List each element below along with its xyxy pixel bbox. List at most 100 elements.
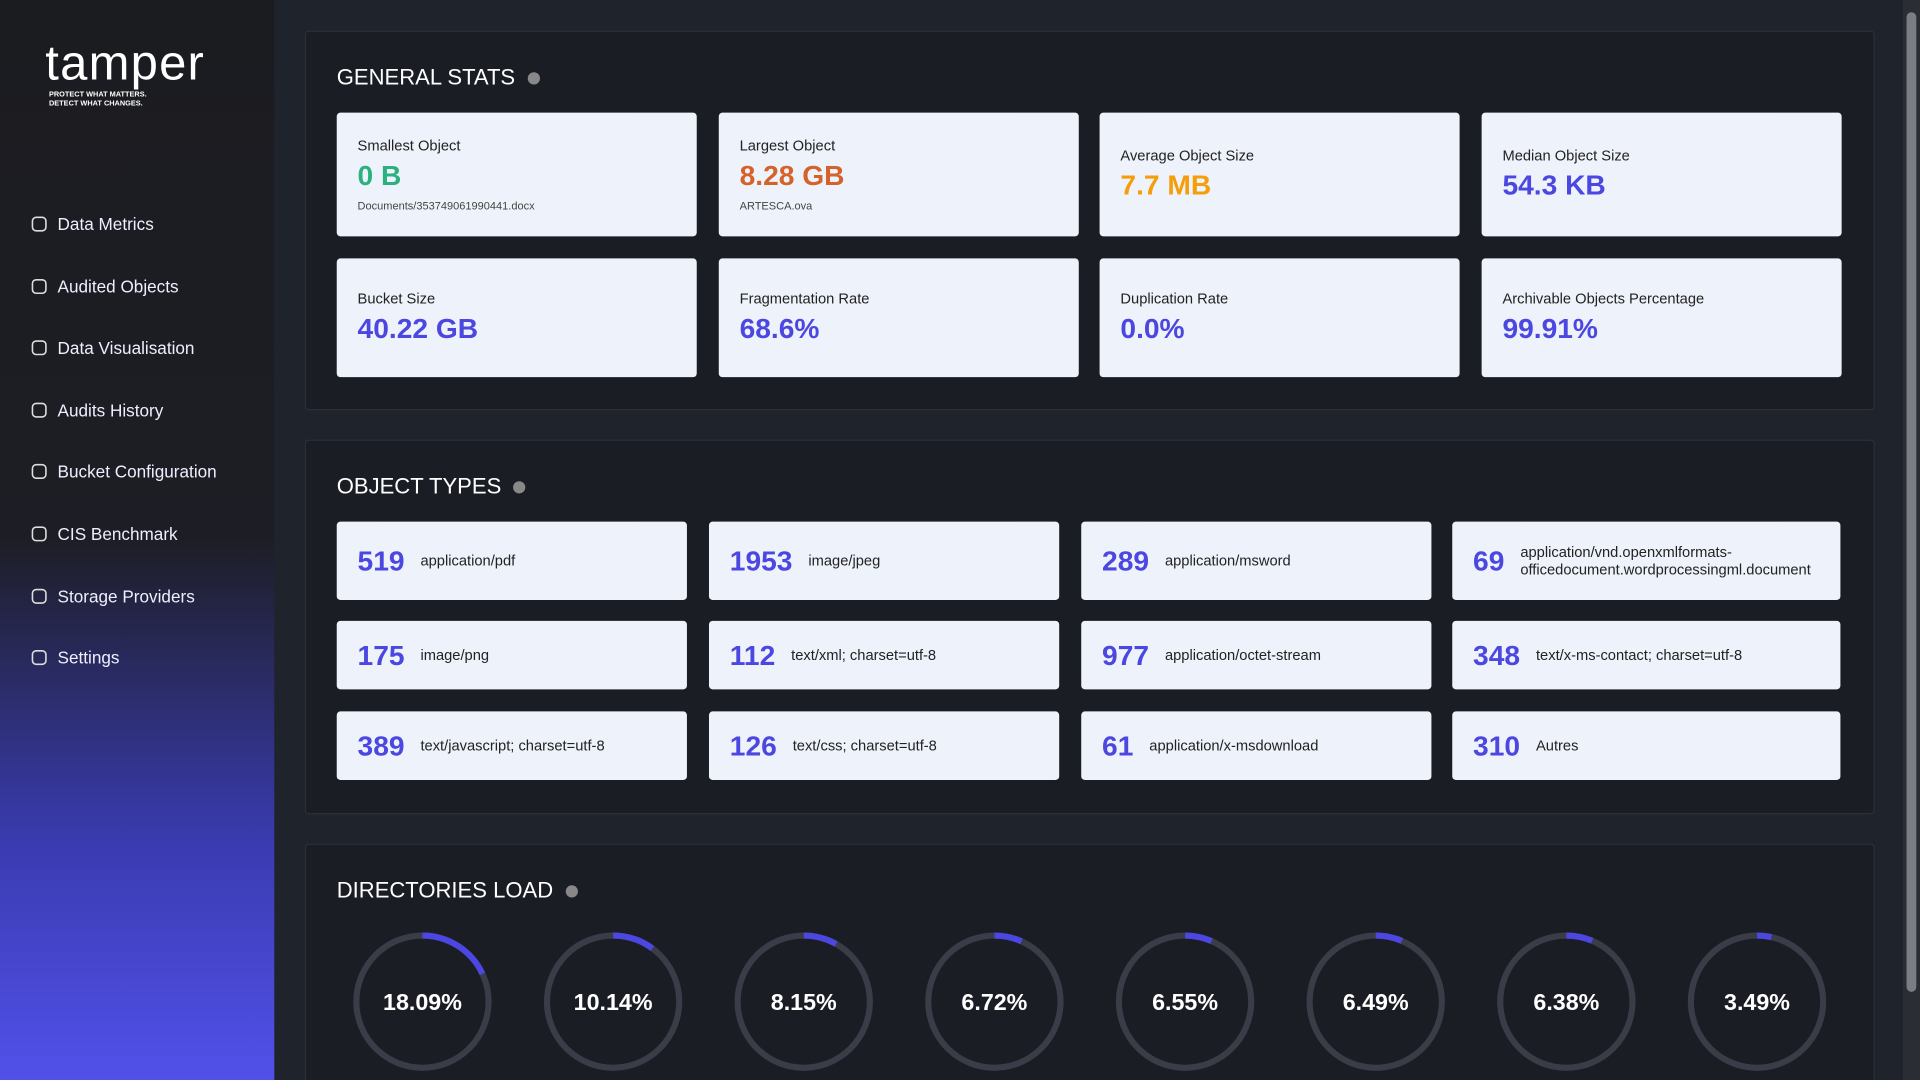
sidebar: tamper PROTECT WHAT MATTERS. DETECT WHAT… — [0, 0, 275, 1080]
gauge-arc — [422, 932, 486, 976]
type-card: 310 Autres — [1452, 711, 1841, 780]
icon-shape — [31, 216, 47, 232]
gauge-arc — [1566, 932, 1594, 944]
info-icon[interactable] — [565, 884, 578, 897]
scrollbar[interactable] — [1902, 0, 1920, 1080]
stat-card: Largest Object 8.28 GB ARTESCA.ova — [718, 112, 1079, 237]
type-card: 519 application/pdf — [336, 521, 687, 600]
type-count: 389 — [357, 729, 405, 762]
nav-label: Bucket Configuration — [57, 462, 217, 482]
icon-shape — [31, 588, 47, 604]
title-text: DIRECTORIES LOAD — [336, 877, 554, 903]
stat-label: Fragmentation Rate — [739, 290, 870, 308]
stat-detail: ARTESCA.ova — [739, 199, 813, 212]
stat-value: 99.91% — [1502, 312, 1598, 345]
stat-label: Largest Object — [739, 137, 836, 155]
type-card: 69 application/vnd.openxmlformats-officed… — [1452, 521, 1841, 600]
stat-label: Archivable Objects Percentage — [1502, 290, 1705, 308]
nav-item[interactable]: Settings — [31, 648, 120, 668]
type-card: 1953 image/jpeg — [708, 521, 1060, 600]
stat-value: 0.0% — [1120, 312, 1185, 345]
nav-item[interactable]: Data Metrics — [31, 214, 154, 234]
nav-icon — [31, 340, 47, 356]
nav-label: CIS Benchmark — [57, 524, 178, 544]
type-card: 61 application/x-msdownload — [1081, 711, 1432, 780]
stat-label: Duplication Rate — [1120, 290, 1229, 308]
type-card: 175 image/png — [336, 620, 687, 690]
nav-item[interactable]: Data Visualisation — [31, 338, 195, 358]
stat-card: Average Object Size 7.7 MB — [1099, 112, 1460, 237]
stat-label: Median Object Size — [1502, 146, 1630, 165]
nav-item[interactable]: Audited Objects — [31, 276, 179, 296]
title-text: OBJECT TYPES — [336, 473, 502, 499]
gauge-arc — [994, 932, 1023, 945]
info-icon[interactable] — [527, 71, 540, 84]
nav-label: Settings — [57, 647, 120, 668]
type-count: 289 — [1102, 544, 1150, 577]
type-count: 348 — [1473, 638, 1521, 671]
section-title: DIRECTORIES LOAD — [337, 878, 578, 904]
directories-panel: DIRECTORIES LOAD 18.09% 10.14% 8.15% 6.72% 6… — [304, 843, 1875, 1080]
type-count: 126 — [729, 729, 777, 762]
gauge-label: 8.15% — [771, 989, 837, 1015]
type-count: 977 — [1102, 638, 1150, 671]
type-card: 289 application/msword — [1081, 521, 1432, 600]
section-title: GENERAL STATS — [337, 65, 540, 91]
nav-label: Storage Providers — [57, 586, 195, 606]
nav-item[interactable]: Audits History — [31, 400, 164, 420]
type-card: 977 application/octet-stream — [1081, 620, 1432, 690]
gauge-arc — [803, 932, 838, 947]
type-name: text/css; charset=utf-8 — [792, 737, 937, 755]
gauge-label: 18.09% — [383, 989, 462, 1015]
nav-icon — [31, 650, 47, 666]
stat-card: Median Object Size 54.3 KB — [1481, 112, 1842, 237]
nav-item[interactable]: Bucket Configuration — [31, 462, 217, 482]
gauge-arc — [1375, 932, 1404, 944]
stat-value: 7.7 MB — [1120, 168, 1212, 201]
type-count: 519 — [357, 544, 405, 577]
stat-value: 0 B — [357, 159, 402, 192]
info-icon[interactable] — [513, 480, 526, 493]
gauge-label: 6.38% — [1533, 989, 1599, 1015]
icon-shape — [31, 526, 47, 542]
type-count: 175 — [357, 638, 405, 671]
type-card: 348 text/x-ms-contact; charset=utf-8 — [1452, 620, 1841, 690]
nav-item[interactable]: Storage Providers — [31, 586, 195, 606]
type-count: 310 — [1473, 729, 1521, 762]
icon-shape — [31, 650, 47, 666]
nav-icon — [31, 588, 47, 604]
nav-label: Data Visualisation — [57, 338, 195, 358]
type-card: 126 text/css; charset=utf-8 — [708, 711, 1060, 780]
type-name: text/xml; charset=utf-8 — [791, 646, 937, 664]
type-card: 112 text/xml; charset=utf-8 — [708, 620, 1060, 690]
type-count: 112 — [729, 638, 776, 671]
logo: tamper — [45, 36, 206, 91]
stat-detail: Documents/353749061990441.docx — [357, 199, 535, 212]
nav-item[interactable]: CIS Benchmark — [31, 524, 178, 544]
gauge-label: 6.72% — [961, 989, 1027, 1015]
nav-label: Audits History — [57, 400, 164, 420]
nav-icon — [31, 526, 47, 542]
title-text: GENERAL STATS — [336, 64, 516, 90]
gauges: 18.09% 10.14% 8.15% 6.72% 6.55% 6.49% 6.38% 3.4… — [353, 932, 1827, 1071]
type-name: image/png — [420, 646, 490, 664]
stat-card: Fragmentation Rate 68.6% — [718, 258, 1079, 378]
type-name: application/octet-stream — [1164, 646, 1321, 664]
stat-label: Bucket Size — [357, 290, 436, 308]
stat-value: 8.28 GB — [739, 159, 845, 192]
gauge-arc — [1184, 932, 1213, 944]
nav-label: Data Metrics — [57, 214, 154, 234]
section-title: OBJECT TYPES — [337, 474, 526, 500]
stat-card: Smallest Object 0 B Documents/353749061990… — [336, 112, 697, 237]
gauge-label: 3.49% — [1724, 989, 1790, 1015]
scroll-thumb[interactable] — [1906, 12, 1917, 992]
type-name: image/jpeg — [808, 552, 881, 570]
stat-card: Bucket Size 40.22 GB — [336, 258, 697, 378]
stat-value: 68.6% — [739, 312, 820, 345]
icon-shape — [31, 464, 47, 480]
stat-value: 40.22 GB — [357, 312, 479, 345]
type-name: application/msword — [1164, 552, 1291, 570]
type-name: Autres — [1535, 737, 1579, 755]
